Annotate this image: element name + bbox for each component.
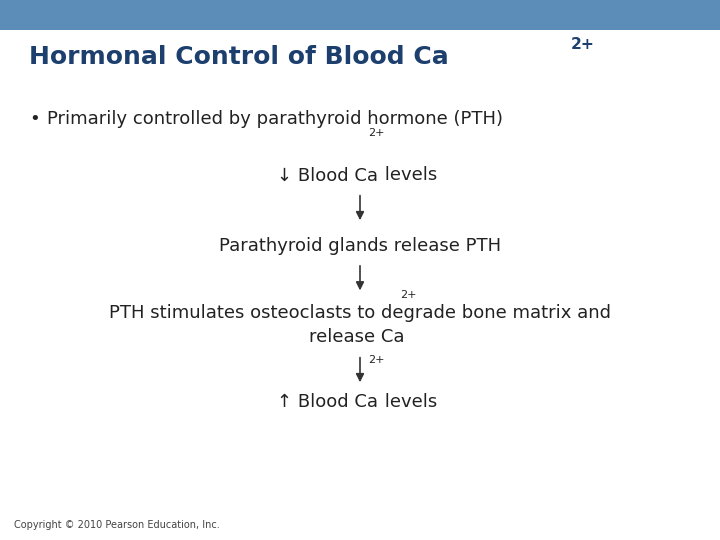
Text: 2+: 2+ (571, 37, 595, 52)
Text: Hormonal Control of Blood Ca: Hormonal Control of Blood Ca (29, 45, 449, 69)
Text: PTH stimulates osteoclasts to degrade bone matrix and: PTH stimulates osteoclasts to degrade bo… (109, 304, 611, 322)
Text: Parathyroid glands release PTH: Parathyroid glands release PTH (219, 237, 501, 255)
Text: 2+: 2+ (400, 291, 416, 300)
Text: levels: levels (379, 393, 438, 411)
Bar (0, 0, 720, 30)
Text: 2+: 2+ (368, 355, 384, 365)
Text: 2+: 2+ (368, 129, 384, 138)
Text: Primarily controlled by parathyroid hormone (PTH): Primarily controlled by parathyroid horm… (47, 110, 503, 128)
Text: Copyright © 2010 Pearson Education, Inc.: Copyright © 2010 Pearson Education, Inc. (14, 520, 220, 530)
Text: ↓ Blood Ca: ↓ Blood Ca (277, 166, 378, 185)
Text: ↑ Blood Ca: ↑ Blood Ca (277, 393, 378, 411)
Text: levels: levels (379, 166, 438, 185)
Text: release Ca: release Ca (309, 328, 405, 347)
Text: •: • (29, 110, 40, 128)
